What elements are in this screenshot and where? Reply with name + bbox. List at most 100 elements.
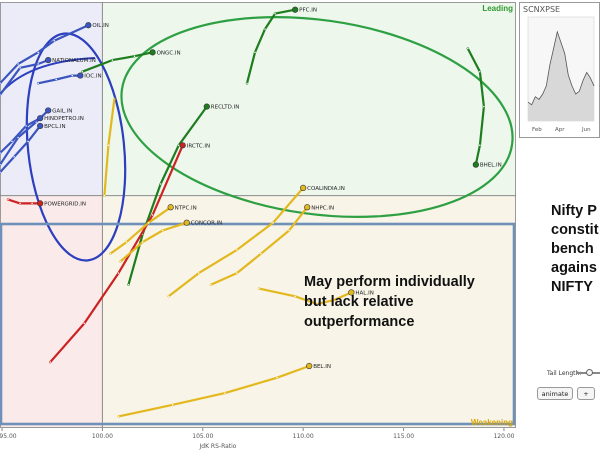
head-point-HINDPETRO.IN[interactable] bbox=[37, 115, 44, 122]
head-point-OIL.IN[interactable] bbox=[85, 22, 92, 29]
tail-point bbox=[275, 376, 279, 379]
quadrant-label-weakening: Weakening bbox=[471, 418, 513, 427]
tail-point bbox=[478, 144, 482, 147]
tail-point bbox=[209, 283, 213, 286]
tail-BPCL.IN bbox=[0, 124, 42, 174]
tail-point bbox=[482, 105, 486, 108]
tail-point bbox=[12, 155, 16, 159]
tail-CONCOR.IN bbox=[119, 221, 188, 263]
x-tick-label: 115.00 bbox=[393, 433, 414, 440]
quadrant-improving bbox=[0, 2, 103, 196]
tail-point bbox=[26, 140, 30, 143]
head-point-NHPC.IN[interactable] bbox=[304, 204, 311, 211]
x-tick-label: 100.00 bbox=[92, 433, 113, 440]
tail-point bbox=[117, 271, 120, 275]
tail-point bbox=[151, 213, 154, 217]
tail-point bbox=[235, 271, 239, 275]
head-point-RECLTD.IN[interactable] bbox=[203, 103, 210, 110]
tail-point bbox=[16, 136, 20, 139]
tail-point bbox=[71, 74, 74, 77]
tail-point bbox=[18, 202, 22, 205]
point-label-HINDPETRO.IN: HINDPETRO.IN bbox=[44, 116, 84, 122]
tail-point bbox=[466, 47, 470, 50]
head-point-NATIONALUM.IN[interactable] bbox=[45, 56, 52, 64]
tail-point bbox=[117, 415, 120, 418]
series-tails bbox=[0, 8, 486, 418]
tail-point bbox=[103, 194, 106, 197]
tail-point bbox=[54, 78, 58, 81]
tail-point bbox=[245, 82, 249, 85]
point-label-OIL.IN: OIL.IN bbox=[92, 23, 109, 29]
side-line-5: NIFTY bbox=[551, 279, 593, 295]
head-point-NTPC.IN[interactable] bbox=[167, 204, 174, 211]
tail-point bbox=[36, 51, 40, 54]
head-point-BHEL.IN[interactable] bbox=[472, 161, 479, 168]
tail-NATIONALUM.IN bbox=[0, 59, 50, 96]
tail-point bbox=[0, 171, 2, 174]
point-label-PFC.IN: PFC.IN bbox=[299, 8, 317, 14]
tail-HINDPETRO.IN bbox=[0, 117, 42, 155]
improving-highlight-ellipse bbox=[25, 32, 127, 262]
point-label-NALCO-like HAL.IN: HAL.IN bbox=[355, 290, 373, 296]
point-label-COALINDIA.IN: COALINDIA.IN bbox=[307, 186, 345, 192]
benchmark-x-tick: Jun bbox=[582, 127, 591, 133]
tail-point bbox=[109, 252, 112, 255]
animate-button[interactable]: animate bbox=[537, 387, 573, 400]
tail-point bbox=[0, 163, 2, 166]
tail-point bbox=[107, 144, 110, 147]
head-point-BPCL.IN[interactable] bbox=[37, 122, 44, 130]
plot-border bbox=[0, 2, 516, 428]
tail-point bbox=[81, 70, 84, 73]
side-line-4: agains bbox=[551, 260, 597, 276]
tail-point bbox=[235, 248, 239, 252]
benchmark-title: SCNXPSE bbox=[523, 5, 561, 14]
x-tick-label: 110.00 bbox=[293, 433, 314, 440]
chart-frame bbox=[0, 2, 516, 428]
head-point-PFC.IN[interactable] bbox=[292, 6, 299, 13]
quadrant-leading bbox=[102, 2, 517, 196]
tail-point bbox=[125, 240, 128, 244]
tail-point bbox=[223, 391, 227, 395]
x-tick-label: 120.00 bbox=[493, 433, 514, 440]
tail-point bbox=[177, 144, 180, 147]
head-point-NALCO-like HAL.IN[interactable] bbox=[348, 289, 355, 296]
tail-point bbox=[83, 322, 86, 325]
tail-point bbox=[287, 229, 291, 232]
head-point-CONCOR.IN[interactable] bbox=[183, 219, 190, 226]
tail-NTPC.IN bbox=[109, 206, 172, 255]
weakening-highlight-box bbox=[0, 222, 516, 426]
point-label-ONGC.IN: ONGC.IN bbox=[157, 50, 181, 56]
tail-point bbox=[0, 93, 2, 97]
point-label-IOC.IN: IOC.IN bbox=[84, 74, 101, 80]
side-line-3: bench bbox=[551, 241, 594, 257]
annotation-line-1: May perform individually bbox=[304, 274, 475, 290]
annotation-line-2: but lack relative bbox=[304, 294, 414, 310]
benchmark-mini-chart: SCNXPSE Feb Apr Jun bbox=[519, 2, 600, 138]
x-axis-label: JdK RS-Ratio bbox=[199, 443, 237, 450]
tail-point bbox=[161, 229, 164, 232]
head-point-ONGC.IN[interactable] bbox=[149, 49, 156, 56]
x-axis-ticks: 95.00 100.00 105.00 110.00 115.00 120.00 bbox=[0, 428, 515, 440]
slider-handle[interactable] bbox=[586, 369, 593, 376]
tail-IOC.IN bbox=[37, 74, 82, 85]
tail-ONGC.IN bbox=[81, 51, 154, 73]
benchmark-line bbox=[527, 30, 595, 106]
annotation-text: May perform individually but lack relati… bbox=[304, 272, 514, 332]
point-label-NHPC.IN: NHPC.IN bbox=[311, 205, 334, 211]
tail-length-slider[interactable] bbox=[576, 369, 600, 376]
head-point-POWERGRID.IN[interactable] bbox=[37, 200, 44, 207]
tail-point bbox=[18, 66, 22, 70]
plus-button[interactable]: + bbox=[577, 387, 595, 400]
tail-point bbox=[6, 198, 10, 201]
tail-length-label: Tail Length: bbox=[547, 370, 582, 377]
head-point-IRCTC.IN[interactable] bbox=[179, 142, 186, 149]
point-label-BEL.IN: BEL.IN bbox=[313, 364, 331, 370]
head-point-BEL.IN[interactable] bbox=[306, 362, 313, 370]
tail-point bbox=[159, 182, 162, 186]
head-point-COALINDIA.IN[interactable] bbox=[300, 184, 307, 191]
tail-point bbox=[259, 252, 263, 255]
point-label-RECLTD.IN: RECLTD.IN bbox=[211, 105, 240, 111]
head-point-IOC.IN[interactable] bbox=[77, 72, 84, 79]
tail-point bbox=[0, 82, 2, 85]
head-point-GAIL.IN[interactable] bbox=[45, 107, 52, 114]
